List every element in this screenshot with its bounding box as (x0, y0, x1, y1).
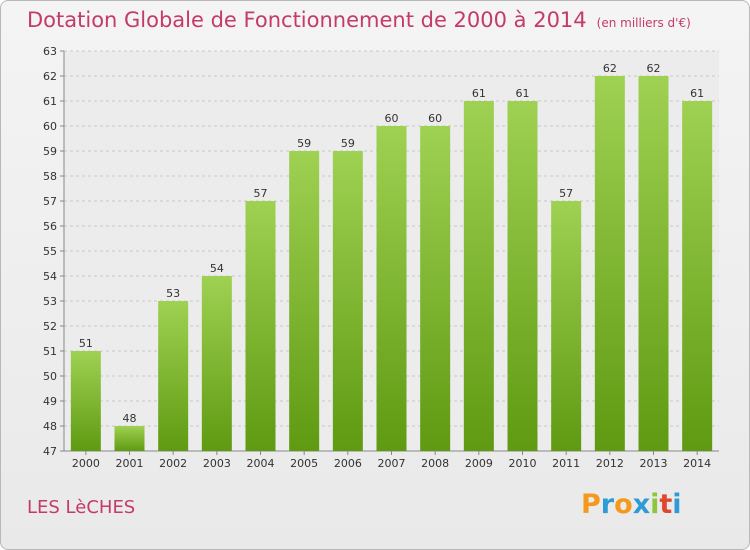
logo-letter: t (659, 489, 673, 520)
data-label-2008: 60 (428, 112, 442, 125)
x-tick-label-2011: 2011 (552, 457, 580, 470)
bar-2013 (638, 76, 669, 451)
data-label-2011: 57 (559, 187, 573, 200)
x-tick-label-2013: 2013 (640, 457, 668, 470)
y-tick-label: 62 (43, 70, 57, 83)
x-tick-label-2006: 2006 (334, 457, 362, 470)
x-tick-label-2010: 2010 (509, 457, 537, 470)
y-tick-label: 60 (43, 120, 57, 133)
y-tick-label: 53 (43, 295, 57, 308)
x-tick-label-2007: 2007 (378, 457, 406, 470)
x-tick-label-2008: 2008 (421, 457, 449, 470)
bar-2008 (420, 126, 451, 451)
x-tick-label-2005: 2005 (290, 457, 318, 470)
x-tick-label-2009: 2009 (465, 457, 493, 470)
y-tick-label: 56 (43, 220, 57, 233)
bar-2011 (551, 201, 582, 451)
data-label-2007: 60 (385, 112, 399, 125)
y-tick-label: 47 (43, 445, 57, 458)
data-label-2002: 53 (166, 287, 180, 300)
bar-2001 (114, 426, 145, 451)
data-label-2009: 61 (472, 87, 486, 100)
commune-name: LES LèCHES (27, 497, 136, 518)
logo-letter: i (672, 489, 682, 520)
bar-2002 (158, 301, 189, 451)
x-tick-label-2000: 2000 (72, 457, 100, 470)
data-label-2006: 59 (341, 137, 355, 150)
x-tick-label-2003: 2003 (203, 457, 231, 470)
bar-2009 (463, 101, 494, 451)
y-tick-label: 59 (43, 145, 57, 158)
x-tick-label-2001: 2001 (116, 457, 144, 470)
bar-2005 (289, 151, 320, 451)
y-tick-label: 49 (43, 395, 57, 408)
logo-letter: o (614, 489, 633, 520)
proxiti-logo: Proxiti (581, 489, 682, 520)
y-tick-label: 61 (43, 95, 57, 108)
logo-letter: P (581, 489, 601, 520)
data-label-2004: 57 (254, 187, 268, 200)
data-label-2003: 54 (210, 262, 224, 275)
chart-unit: (en milliers d'€) (596, 16, 691, 30)
bar-2000 (70, 351, 101, 451)
y-tick-label: 63 (43, 45, 57, 58)
bar-2007 (376, 126, 407, 451)
y-tick-label: 50 (43, 370, 57, 383)
data-label-2005: 59 (297, 137, 311, 150)
chart-title: Dotation Globale de Fonctionnement de 20… (27, 8, 691, 32)
data-label-2010: 61 (516, 87, 530, 100)
logo-letter: i (650, 489, 660, 520)
data-label-2000: 51 (79, 337, 93, 350)
data-label-2014: 61 (690, 87, 704, 100)
bar-2003 (201, 276, 232, 451)
x-tick-label-2014: 2014 (683, 457, 711, 470)
logo-letter: r (600, 489, 615, 520)
data-label-2012: 62 (603, 62, 617, 75)
logo-letter: x (632, 489, 651, 520)
data-label-2001: 48 (123, 412, 137, 425)
y-tick-label: 58 (43, 170, 57, 183)
bar-2014 (682, 101, 713, 451)
bar-2012 (594, 76, 625, 451)
y-tick-label: 57 (43, 195, 57, 208)
x-tick-label-2004: 2004 (247, 457, 275, 470)
chart-title-text: Dotation Globale de Fonctionnement de 20… (27, 8, 587, 32)
y-tick-label: 51 (43, 345, 57, 358)
y-tick-label: 55 (43, 245, 57, 258)
bar-2010 (507, 101, 538, 451)
y-tick-label: 54 (43, 270, 57, 283)
data-label-2013: 62 (647, 62, 661, 75)
bar-2006 (332, 151, 363, 451)
y-tick-label: 48 (43, 420, 57, 433)
x-tick-label-2012: 2012 (596, 457, 624, 470)
bar-2004 (245, 201, 276, 451)
x-tick-label-2002: 2002 (159, 457, 187, 470)
y-tick-label: 52 (43, 320, 57, 333)
